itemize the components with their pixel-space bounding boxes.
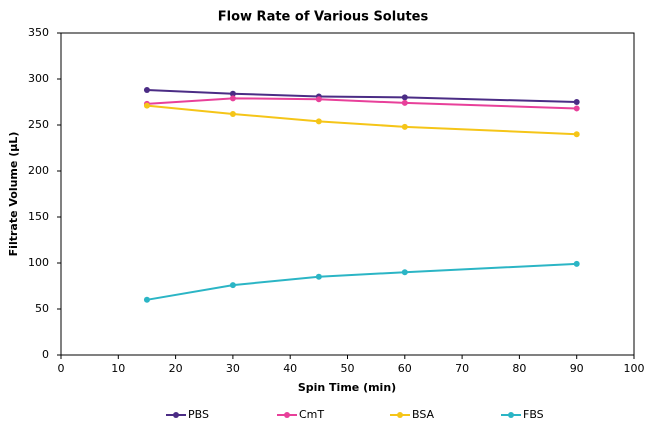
y-tick-label: 200 — [28, 164, 49, 177]
series-line — [146, 262, 577, 301]
x-tick-label: 90 — [570, 362, 584, 375]
data-point — [401, 269, 408, 276]
data-point — [143, 87, 150, 94]
data-point — [229, 110, 236, 117]
data-point — [401, 94, 408, 101]
data-point — [143, 296, 150, 303]
legend-marker — [508, 412, 514, 418]
data-point — [315, 118, 322, 125]
y-tick-label: 300 — [28, 72, 49, 85]
y-axis-label: Filtrate Volume (µL) — [7, 132, 20, 257]
x-tick-label: 0 — [58, 362, 65, 375]
y-tick-label: 250 — [28, 118, 49, 131]
plot-area — [60, 32, 635, 356]
series-line — [146, 104, 577, 136]
data-point — [401, 99, 408, 106]
data-point — [143, 102, 150, 109]
legend-label: FBS — [523, 408, 544, 421]
x-tick-label: 40 — [283, 362, 297, 375]
legend-label: BSA — [412, 408, 435, 421]
x-tick-label: 20 — [169, 362, 183, 375]
data-point — [315, 96, 322, 103]
chart-title: Flow Rate of Various Solutes — [218, 10, 429, 25]
data-point — [401, 123, 408, 130]
data-point — [229, 282, 236, 289]
x-tick-label: 80 — [512, 362, 526, 375]
x-tick-label: 10 — [111, 362, 125, 375]
legend-label: CmT — [299, 408, 324, 421]
legend-marker — [173, 412, 179, 418]
legend-label: PBS — [188, 408, 209, 421]
legend-marker — [397, 412, 403, 418]
x-tick-label: 50 — [341, 362, 355, 375]
y-tick-label: 0 — [42, 348, 49, 361]
x-tick-label: 100 — [624, 362, 645, 375]
x-axis-label: Spin Time (min) — [298, 381, 396, 394]
data-point — [229, 95, 236, 102]
data-point — [573, 105, 580, 112]
legend-marker — [284, 412, 290, 418]
y-tick-label: 350 — [28, 26, 49, 39]
y-tick-label: 50 — [35, 302, 49, 315]
y-tick-label: 150 — [28, 210, 49, 223]
x-tick-label: 70 — [455, 362, 469, 375]
x-tick-label: 30 — [226, 362, 240, 375]
data-point — [573, 131, 580, 138]
data-point — [573, 260, 580, 267]
data-point — [229, 90, 236, 97]
y-tick-label: 100 — [28, 256, 49, 269]
data-point — [315, 273, 322, 280]
x-tick-label: 60 — [398, 362, 412, 375]
data-point — [573, 99, 580, 105]
